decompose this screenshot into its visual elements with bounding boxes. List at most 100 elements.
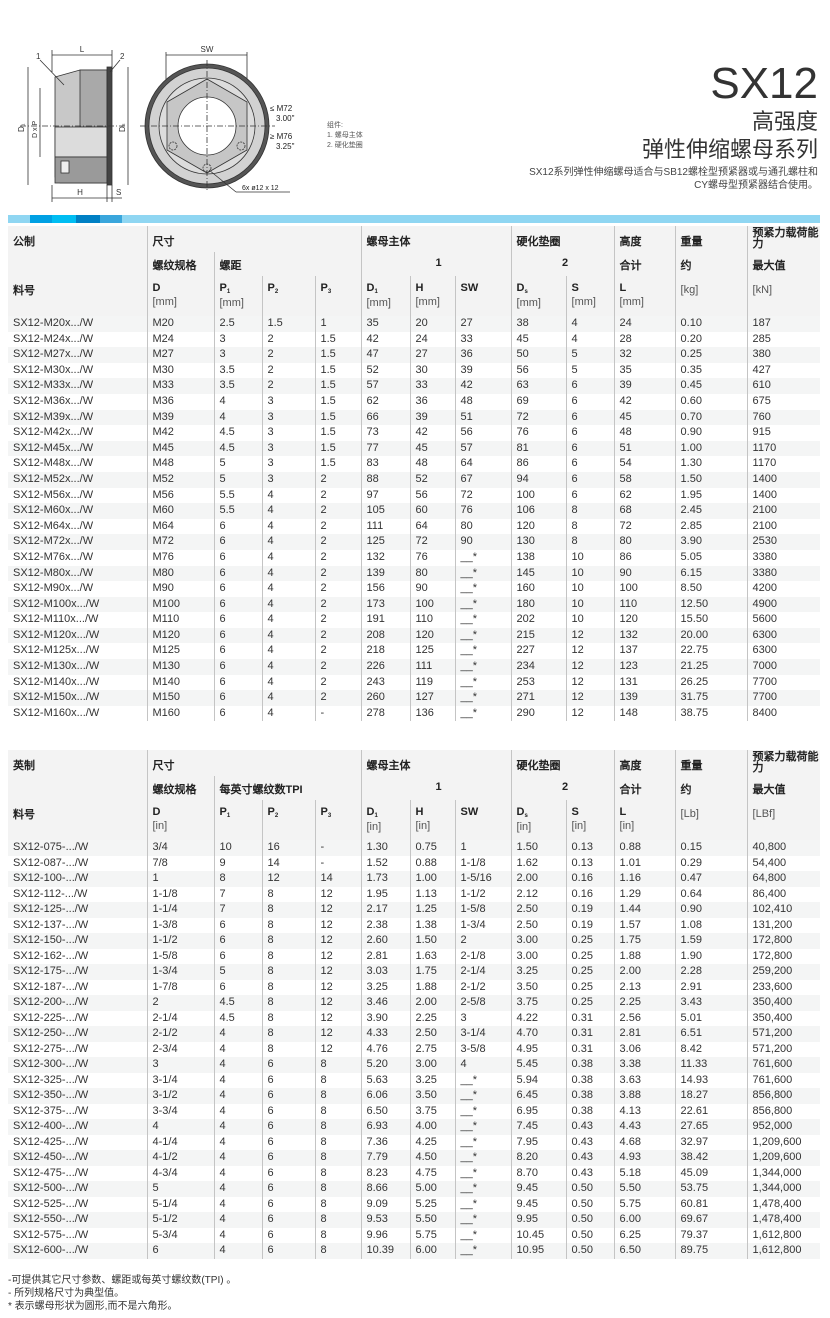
cell-load: 571,200: [746, 1041, 821, 1057]
cell-weight: 8.42: [674, 1041, 748, 1057]
cell-s: 12: [565, 659, 615, 675]
cell-ds: 160: [510, 581, 567, 597]
cell-sw: __*: [454, 596, 512, 613]
cell-p3: 1.5: [314, 440, 361, 457]
cell-ds: 227: [510, 643, 567, 660]
cell-p3: 12: [314, 979, 361, 995]
header-row-sub: 螺纹规格 螺距 1 2 合计约最大值: [8, 252, 821, 276]
cell-p2: 2: [261, 378, 315, 394]
cell-sw: 2-1/8: [454, 948, 512, 964]
cell-p1: 4: [213, 1212, 262, 1228]
cell-load: 856,800: [746, 1088, 821, 1104]
cell-part-number: SX12-M160x.../W: [13, 706, 100, 719]
cell-part-number: SX12-250-.../W: [8, 1026, 147, 1042]
column-unit: [mm]: [571, 296, 596, 308]
cell-p1: 2.5: [213, 316, 262, 332]
cell-part-number: SX12-M100x.../W: [8, 596, 147, 613]
cell-p3: 12: [314, 886, 361, 902]
cell-h: 2.00: [409, 995, 455, 1011]
cell-h: 3.00: [409, 1057, 455, 1073]
column-subscript: s: [524, 813, 528, 819]
cell-p2: 2: [261, 331, 315, 348]
cell-p3: 8: [314, 1165, 361, 1181]
column-header-l: L [in]: [613, 800, 676, 840]
cell-ds: 1.50: [510, 840, 567, 856]
cell-part-number: SX12-125-.../W: [8, 902, 147, 918]
table-row: SX12-300-.../W 3 4 6 8 5.20 3.00 4 5.45 0.38 3.38 1…: [8, 1057, 821, 1073]
cell-load: 856,800: [746, 1103, 821, 1119]
cell-p2: 3: [261, 393, 315, 410]
cell-d: M130: [146, 659, 214, 675]
cell-p2: 4: [261, 518, 315, 535]
cell-s: 0.31: [565, 1041, 615, 1057]
table-row: SX12-M160x.../W M160 6 4-278 136 __* 290 12 148 3…: [8, 705, 821, 722]
cell-sw: 27: [454, 316, 512, 332]
cell-d1: 2.60: [360, 933, 410, 949]
cell-s: 0.50: [565, 1181, 615, 1197]
cell-l: 110: [613, 596, 676, 613]
cell-l: 5.18: [613, 1165, 676, 1181]
cell-d: 4-1/2: [146, 1150, 214, 1166]
cell-d: M56: [146, 487, 214, 504]
cell-d: M100: [146, 596, 214, 613]
header-row-symbols: 料号 D [mm] P1 [mm] P2 P3 D1 [mm] H [mm] SW Ds [mm] S [mm…: [8, 276, 821, 316]
cell-l: 1.29: [613, 886, 676, 902]
cell-d1: 5.20: [360, 1057, 410, 1073]
cell-s: 0.50: [565, 1212, 615, 1228]
cell-p2: 3: [261, 409, 315, 426]
cell-s: 6: [565, 378, 615, 394]
cell-d1: 173: [360, 596, 410, 613]
table-row: SX12-425-.../W 4-1/4 4 6 8 7.36 4.25 __* 7.95 0.4…: [8, 1134, 821, 1150]
cell-part-number: SX12-M24x.../W: [13, 332, 94, 345]
cell-s: 0.19: [565, 902, 615, 918]
cell-s: 10: [565, 581, 615, 597]
cell-d: M24: [146, 331, 214, 348]
cell-part-number: SX12-M20x.../W: [8, 316, 147, 332]
cell-d1: 66: [360, 409, 410, 426]
table-header: 英制 尺寸 螺母主体 硬化垫圈 高度 重量 预紧力载荷能力 螺纹规格 每英寸螺纹数TPI 1 2 合计…: [8, 750, 821, 840]
cell-weight: 2.85: [674, 518, 748, 535]
cell-p1: 6: [213, 581, 262, 597]
column-symbol: H: [415, 282, 424, 294]
column-header-part-number: 料号: [8, 800, 147, 840]
cell-d1: 9.09: [360, 1196, 410, 1212]
cell-sw: 1-1/2: [454, 886, 512, 902]
header-height: 高度: [613, 226, 676, 252]
label-ge-m76: ≥ M76: [270, 132, 293, 141]
cell-s: 0.25: [565, 964, 615, 980]
cell-p1: 6: [213, 948, 262, 964]
cell-s: 8: [565, 518, 615, 535]
cell-part-number: SX12-M52x.../W: [8, 471, 147, 488]
cell-d: M30: [146, 362, 214, 379]
cell-ds: 4.70: [510, 1026, 567, 1042]
cell-weight: 18.27: [674, 1088, 748, 1104]
cell-p1: 6: [213, 659, 262, 675]
column-unit: [mm]: [366, 297, 391, 309]
cell-d1: 260: [360, 690, 410, 706]
cell-p1: 4: [213, 393, 262, 410]
cell-weight: 5.05: [674, 549, 748, 566]
cell-p3: 8: [314, 1196, 361, 1212]
column-header-p2: P2: [261, 800, 315, 840]
cell-part-number: SX12-425-.../W: [13, 1135, 89, 1148]
cell-l: 86: [613, 549, 676, 566]
cell-p1: 5: [213, 471, 262, 488]
legend-item-2: 2. 硬化垫圈: [327, 142, 363, 149]
technical-drawing: L 1 2 D₁ D x P Dₛ H S SW ≤ M72 3.00" ≥ M…: [17, 45, 295, 202]
cell-part-number: SX12-350-.../W: [8, 1088, 147, 1104]
cell-sw: __*: [454, 674, 512, 691]
header-load: 预紧力载荷能力: [746, 750, 821, 776]
cell-p2: 4: [261, 581, 315, 597]
cell-p1: 3: [213, 331, 262, 348]
cell-load: 571,200: [746, 1026, 821, 1042]
header-approx: 约: [674, 776, 748, 800]
column-header-p3: P3: [314, 276, 361, 316]
header-thread: 螺纹规格: [146, 252, 214, 276]
cell-load: 2100: [746, 518, 821, 535]
cell-p3: 2: [314, 549, 361, 566]
column-header-sw: SW: [454, 800, 512, 840]
cell-l: 2.25: [613, 995, 676, 1011]
table-row: SX12-150-.../W 1-1/2 6 8 12 2.60 1.50 2 3.00 0.25…: [8, 933, 821, 949]
header-pitch: 每英寸螺纹数TPI: [213, 776, 361, 800]
cell-s: 12: [565, 643, 615, 660]
